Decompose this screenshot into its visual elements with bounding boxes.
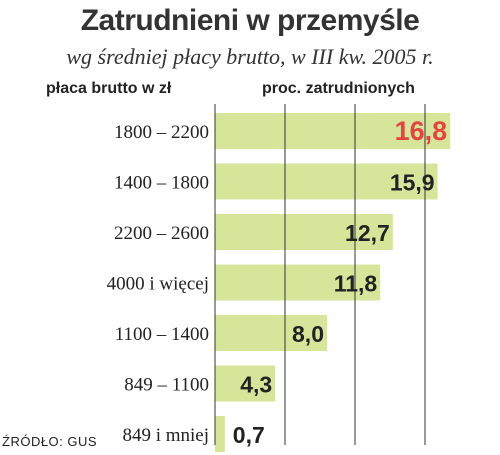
chart-subtitle: wg średniej płacy brutto, w III kw. 2005… <box>66 44 434 69</box>
bar <box>215 113 451 149</box>
data-label: 8,0 <box>292 321 324 347</box>
data-label: 0,7 <box>233 422 265 448</box>
category-label: 4000 i więcej <box>107 274 209 295</box>
chart-title: Zatrudnieni w przemyśle <box>80 4 420 37</box>
category-label: 1400 – 1800 <box>114 173 209 194</box>
value-axis-header: proc. zatrudnionych <box>262 80 415 97</box>
category-label: 2200 – 2600 <box>114 223 209 244</box>
category-label: 1100 – 1400 <box>115 324 209 345</box>
bar <box>215 416 225 452</box>
bar <box>215 214 393 250</box>
bar <box>215 315 327 351</box>
data-label: 16,8 <box>395 116 448 146</box>
data-label: 12,7 <box>345 220 390 246</box>
data-label: 4,3 <box>240 372 272 398</box>
source-note: ŹRÓDŁO: GUS <box>2 434 98 449</box>
bar <box>215 264 381 301</box>
category-label: 849 – 1100 <box>124 375 209 396</box>
data-label: 11,8 <box>334 271 378 297</box>
category-axis-header: płaca brutto w zł <box>46 80 172 97</box>
bar <box>215 163 438 200</box>
category-label: 849 i mniej <box>122 425 209 446</box>
bar <box>215 365 276 402</box>
category-label: 1800 – 2200 <box>114 122 209 143</box>
data-label: 15,9 <box>390 170 435 196</box>
